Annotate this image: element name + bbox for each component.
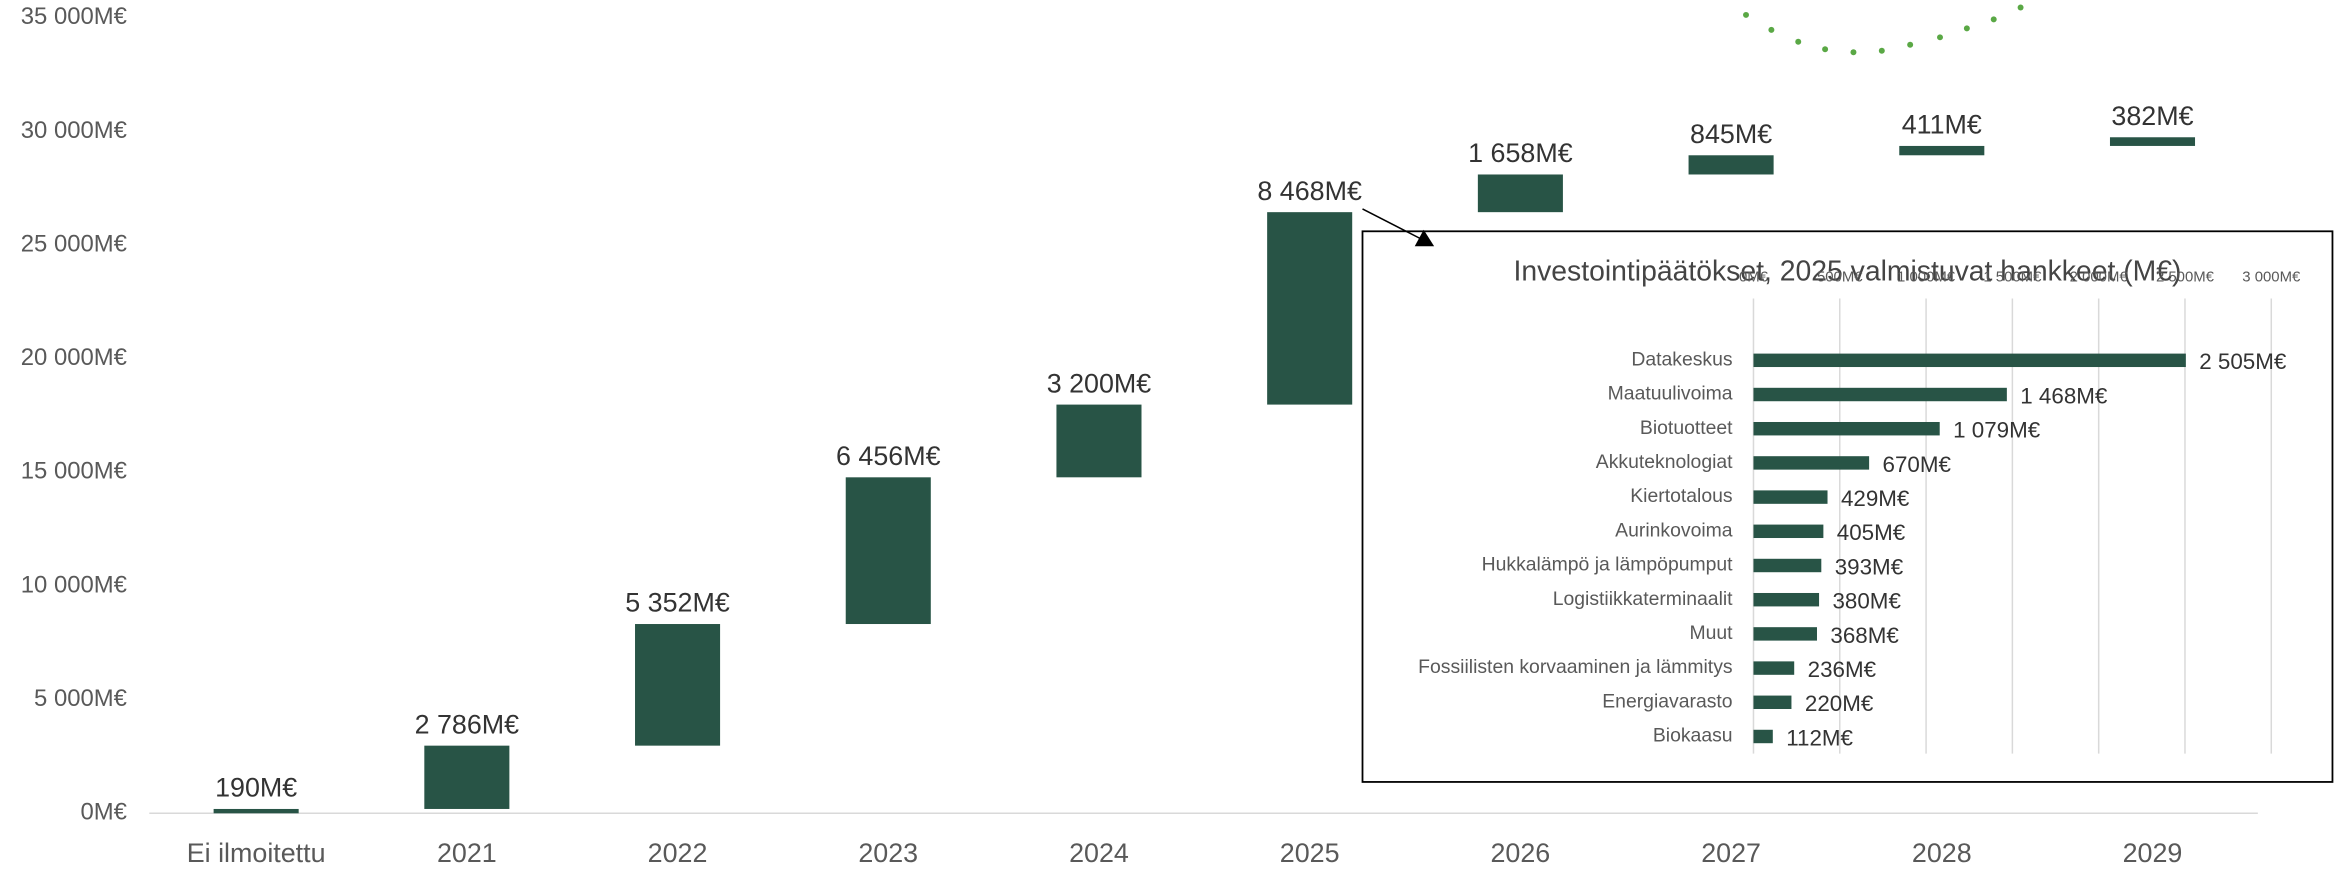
value-label: 6 456M€ — [836, 441, 941, 471]
value-label: 429M€ — [1841, 486, 1910, 511]
value-label: 2 505M€ — [2199, 349, 2287, 374]
value-label: 845M€ — [1690, 119, 1772, 149]
value-label: 112M€ — [1786, 725, 1853, 750]
bar — [1753, 421, 1940, 436]
x-tick-label: 2021 — [437, 838, 497, 867]
y-tick-label: Akkuteknologiat — [1596, 451, 1733, 473]
value-label: 3 200M€ — [1047, 368, 1152, 398]
value-label: 405M€ — [1837, 520, 1906, 545]
bar — [635, 624, 721, 746]
bar — [1688, 155, 1774, 175]
y-tick-label: 15 000M€ — [21, 458, 127, 485]
x-tick-label: 1 500M€ — [1983, 268, 2042, 285]
value-label: 190M€ — [215, 773, 297, 803]
x-tick-label: 0M€ — [1739, 268, 1769, 285]
x-tick-label: 2025 — [1280, 838, 1340, 867]
bar — [1753, 456, 1870, 470]
x-tick-label: 500M€ — [1817, 268, 1863, 285]
bar — [1753, 524, 1824, 539]
bar — [1753, 558, 1822, 573]
y-tick-label: 35 000M€ — [21, 3, 127, 30]
x-tick-label: 2023 — [858, 838, 918, 867]
y-tick-label: Muut — [1690, 622, 1734, 644]
bar — [1899, 145, 1985, 156]
y-tick-label: 10 000M€ — [21, 571, 127, 598]
value-label: 380M€ — [1832, 589, 1901, 614]
y-tick-label: Hukkalämpö ja lämpöpumput — [1482, 554, 1734, 576]
value-label: 393M€ — [1835, 554, 1904, 579]
x-tick-label: Ei ilmoitettu — [187, 838, 326, 867]
value-label: 368M€ — [1830, 623, 1899, 648]
arrow — [1362, 208, 1422, 240]
x-tick-label: 2027 — [1701, 838, 1761, 867]
bar — [424, 745, 510, 809]
y-tick-label: 0M€ — [80, 799, 126, 826]
bar — [1753, 661, 1795, 675]
inset-title: Investointipäätökset, 2025 valmistuvat h… — [1513, 256, 2181, 288]
x-tick-label: 2022 — [648, 838, 708, 867]
bar — [1753, 627, 1817, 641]
bar — [1753, 353, 2186, 368]
value-label: 220M€ — [1805, 691, 1874, 716]
y-tick-label: 5 000M€ — [34, 685, 127, 712]
value-label: 670M€ — [1883, 452, 1952, 477]
value-label: 382M€ — [2111, 101, 2193, 131]
value-label: 1 468M€ — [2020, 383, 2108, 408]
value-label: 411M€ — [1902, 110, 1982, 140]
y-tick-label: Logistiikkaterminaalit — [1553, 588, 1733, 610]
y-tick-label: Datakeskus — [1631, 348, 1732, 370]
x-tick-label: 3 000M€ — [2242, 268, 2301, 285]
y-tick-label: Kiertotalous — [1630, 485, 1732, 507]
y-tick-label: 20 000M€ — [21, 344, 127, 371]
value-label: 8 468M€ — [1257, 176, 1362, 206]
y-tick-label: Maatuulivoima — [1608, 383, 1733, 405]
arrow-head — [1414, 229, 1435, 247]
value-label: 2 786M€ — [415, 709, 520, 739]
bar — [1753, 592, 1820, 607]
value-label: 1 079M€ — [1953, 418, 2041, 443]
y-tick-label: 25 000M€ — [21, 230, 127, 257]
value-label: 5 352M€ — [625, 588, 730, 618]
y-tick-label: Biotuotteet — [1640, 417, 1733, 439]
x-tick-label: 2024 — [1069, 838, 1129, 867]
inset-frame — [1361, 230, 2334, 783]
value-label: 236M€ — [1808, 657, 1877, 682]
bar — [1056, 404, 1142, 478]
bar — [845, 477, 931, 625]
y-tick-label: 30 000M€ — [21, 117, 127, 144]
bar — [1753, 387, 2007, 402]
y-tick-label: Biokaasu — [1653, 725, 1733, 747]
x-tick-label: 1 000M€ — [1897, 268, 1956, 285]
y-tick-label: Energiavarasto — [1602, 690, 1732, 712]
y-tick-label: Aurinkovoima — [1615, 519, 1733, 541]
x-tick-label: 2029 — [2123, 838, 2183, 867]
y-tick-label: Fossiilisten korvaaminen ja lämmitys — [1418, 656, 1732, 678]
x-tick-label: 2026 — [1490, 838, 1550, 867]
decoration-dots — [1743, 4, 2024, 56]
x-tick-label: 2028 — [1912, 838, 1972, 867]
bar — [1753, 490, 1828, 504]
x-tick-label: 2 500M€ — [2156, 268, 2215, 285]
bar — [1753, 695, 1792, 710]
bar — [2109, 137, 2196, 146]
bar — [213, 808, 299, 814]
bar — [1267, 212, 1353, 405]
bar — [1753, 729, 1773, 744]
bar — [1477, 174, 1563, 213]
x-tick-label: 2 000M€ — [2070, 268, 2129, 285]
value-label: 1 658M€ — [1468, 138, 1573, 168]
